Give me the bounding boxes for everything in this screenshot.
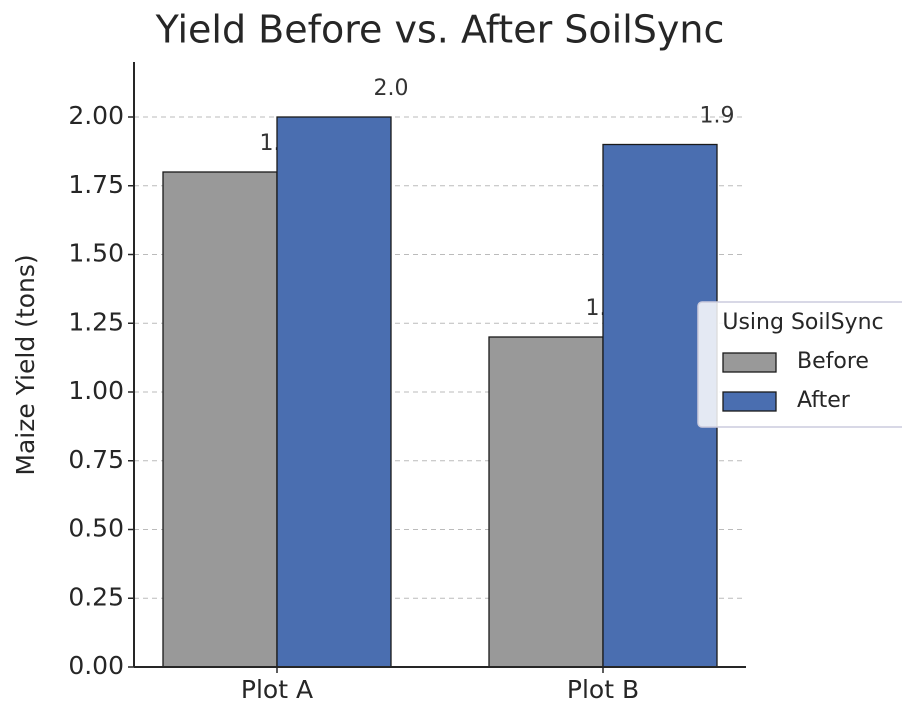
- value-label: 2.0: [374, 76, 409, 101]
- bar: [276, 116, 392, 668]
- y-tick-label: 1.50: [68, 239, 124, 268]
- legend: Using SoilSync Before After: [697, 301, 902, 428]
- y-tick-label: 2.00: [68, 101, 124, 130]
- value-label: 1.9: [700, 104, 735, 129]
- y-tick-label: 0.25: [68, 582, 124, 611]
- legend-swatch: [722, 391, 777, 412]
- x-tick-label: Plot B: [567, 675, 639, 704]
- y-axis-label: Maize Yield (tons): [11, 254, 40, 475]
- legend-swatch: [722, 352, 777, 373]
- bar: [162, 171, 278, 668]
- y-tick-label: 1.75: [68, 170, 124, 199]
- legend-title: Using SoilSync: [722, 310, 883, 335]
- y-tick-label: 1.25: [68, 307, 124, 336]
- x-tick-label: Plot A: [241, 675, 313, 704]
- legend-label: Before: [797, 349, 869, 374]
- bar: [488, 336, 604, 668]
- y-tick-label: 1.00: [68, 376, 124, 405]
- legend-label: After: [797, 388, 851, 413]
- y-tick-label: 0.75: [68, 445, 124, 474]
- y-tick-label: 0.50: [68, 514, 124, 543]
- chart-title: Yield Before vs. After SoilSync: [155, 8, 725, 52]
- y-tick-label: 0.00: [68, 651, 124, 680]
